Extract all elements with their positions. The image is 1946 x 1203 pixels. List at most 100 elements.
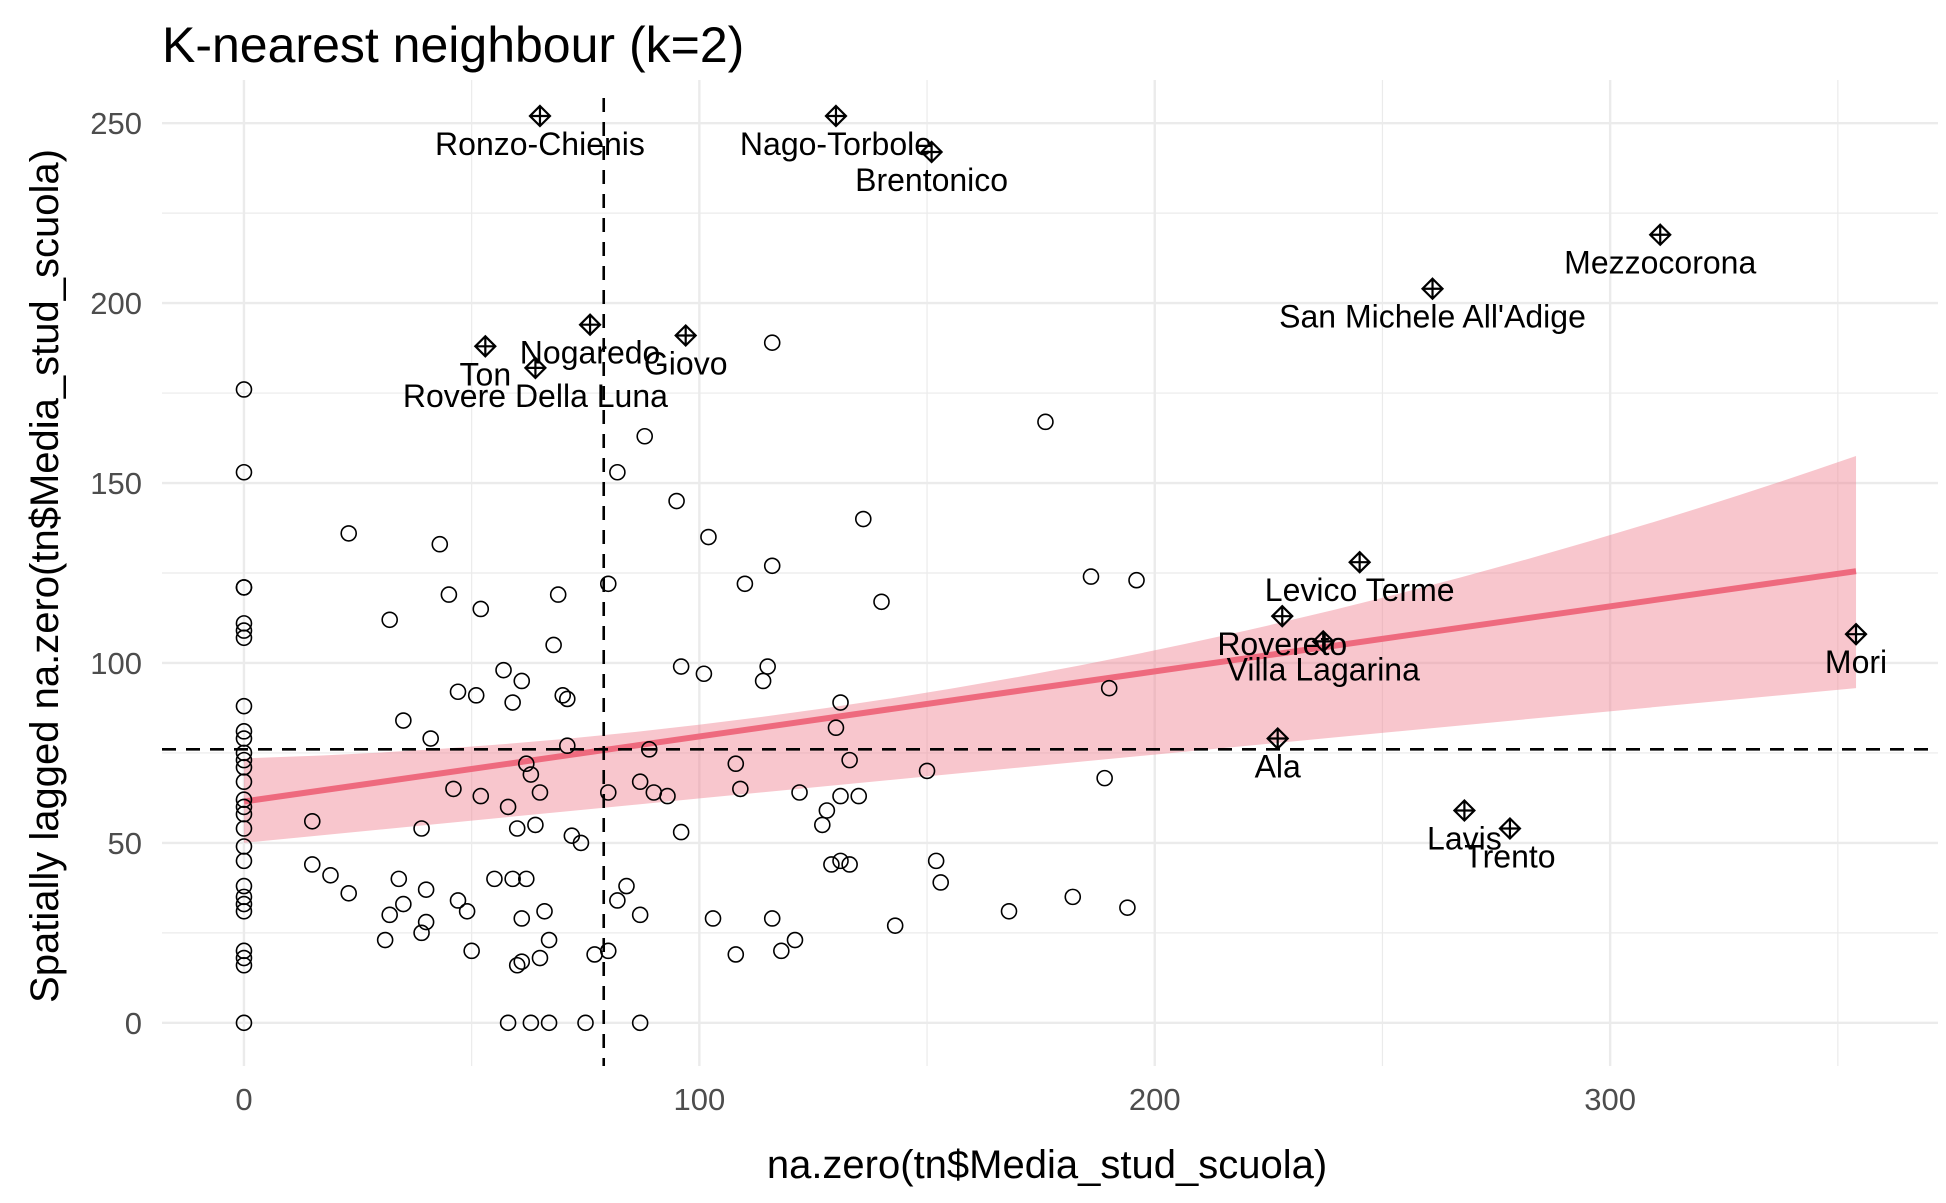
data-point xyxy=(659,787,676,805)
data-point xyxy=(235,723,253,740)
influential-marker xyxy=(674,323,698,348)
influential-point-label: Brentonico xyxy=(855,162,1008,198)
influential-marker xyxy=(1311,629,1335,653)
influential-marker xyxy=(578,313,602,337)
influential-point-label: Levico Terme xyxy=(1265,572,1455,608)
data-point xyxy=(504,694,521,711)
data-point xyxy=(235,877,253,895)
data-point xyxy=(832,694,849,711)
data-point xyxy=(467,687,485,704)
influential-point-label: Nogaredo xyxy=(520,335,661,371)
data-point xyxy=(827,719,845,737)
data-point xyxy=(1100,679,1118,697)
influential-point: Ton xyxy=(460,334,511,392)
y-tick-label: 50 xyxy=(108,826,142,861)
data-point xyxy=(554,687,572,704)
points-layer xyxy=(235,334,1145,1032)
data-point xyxy=(727,946,745,963)
data-point xyxy=(599,575,617,593)
data-point xyxy=(235,820,253,837)
data-point xyxy=(814,816,831,834)
data-point xyxy=(873,593,890,611)
data-point xyxy=(609,463,626,481)
influential-point: Brentonico xyxy=(855,140,1008,198)
data-point xyxy=(586,946,603,963)
influential-point: Ala xyxy=(1255,726,1301,785)
influential-point-label: Ala xyxy=(1255,749,1301,785)
data-point xyxy=(558,737,576,755)
influential-point-label: Rovere Della Luna xyxy=(403,378,668,414)
influential-marker xyxy=(824,104,848,128)
major-gridlines xyxy=(162,80,1938,1066)
data-point xyxy=(736,575,754,593)
data-point xyxy=(640,741,658,758)
data-point xyxy=(413,820,430,837)
data-point xyxy=(599,942,617,960)
data-point xyxy=(832,787,849,805)
x-tick-label: 0 xyxy=(235,1082,252,1117)
data-point xyxy=(235,751,253,769)
data-point xyxy=(235,629,253,647)
data-point xyxy=(472,787,490,805)
data-point xyxy=(340,884,358,902)
data-point xyxy=(235,852,253,870)
data-point xyxy=(572,834,590,852)
data-point xyxy=(499,798,517,816)
data-point xyxy=(322,866,339,884)
x-axis-title: na.zero(tn$Media_stud_scuola) xyxy=(767,1143,1327,1187)
influential-point: San Michele All'Adige xyxy=(1279,277,1586,335)
data-point xyxy=(340,525,358,542)
x-tick-label: 100 xyxy=(673,1082,725,1117)
y-tick-label: 100 xyxy=(90,646,142,681)
influential-point-label: San Michele All'Adige xyxy=(1279,299,1586,335)
data-point xyxy=(458,902,476,920)
data-point xyxy=(522,1014,540,1032)
data-point xyxy=(536,902,553,920)
influential-point-label: Trento xyxy=(1464,838,1555,874)
data-point xyxy=(1064,888,1082,906)
data-point xyxy=(1096,769,1113,787)
data-point xyxy=(918,762,936,780)
x-tick-label: 300 xyxy=(1584,1082,1636,1117)
data-point xyxy=(599,784,617,801)
data-point xyxy=(235,381,253,398)
data-point xyxy=(235,949,253,967)
influential-marker xyxy=(1648,223,1672,247)
data-point xyxy=(303,856,321,873)
data-point xyxy=(235,956,253,974)
data-point xyxy=(1000,902,1018,920)
influential-point: Nago-Torbole xyxy=(740,104,932,162)
data-point xyxy=(381,906,398,924)
data-point xyxy=(390,870,408,888)
data-point xyxy=(504,870,521,888)
data-point xyxy=(540,1014,558,1032)
data-point xyxy=(577,1014,594,1032)
data-point xyxy=(832,852,849,870)
chart-title: K-nearest neighbour (k=2) xyxy=(162,17,744,73)
data-point xyxy=(235,622,253,639)
data-point xyxy=(513,672,531,690)
data-point xyxy=(235,895,253,913)
data-point xyxy=(850,787,868,805)
data-point xyxy=(1037,413,1054,431)
y-tick-label: 150 xyxy=(90,466,142,501)
data-point xyxy=(417,913,435,931)
data-point xyxy=(395,712,412,729)
influential-point-label: Ronzo-Chienis xyxy=(435,126,645,162)
influential-point: Rovere Della Luna xyxy=(403,356,668,414)
data-point xyxy=(531,784,549,801)
data-point xyxy=(472,600,490,618)
influential-point-label: Mori xyxy=(1825,644,1887,680)
data-point xyxy=(668,492,685,510)
influential-point: Ronzo-Chienis xyxy=(435,104,645,162)
data-point xyxy=(1082,568,1100,585)
data-point xyxy=(449,683,467,701)
data-point xyxy=(841,856,858,873)
data-point xyxy=(927,852,945,870)
y-axis-title: Spatially lagged na.zero(tn$Media_stud_s… xyxy=(23,149,67,1003)
data-point xyxy=(508,820,526,837)
data-point xyxy=(786,931,804,949)
data-point xyxy=(1119,899,1136,916)
